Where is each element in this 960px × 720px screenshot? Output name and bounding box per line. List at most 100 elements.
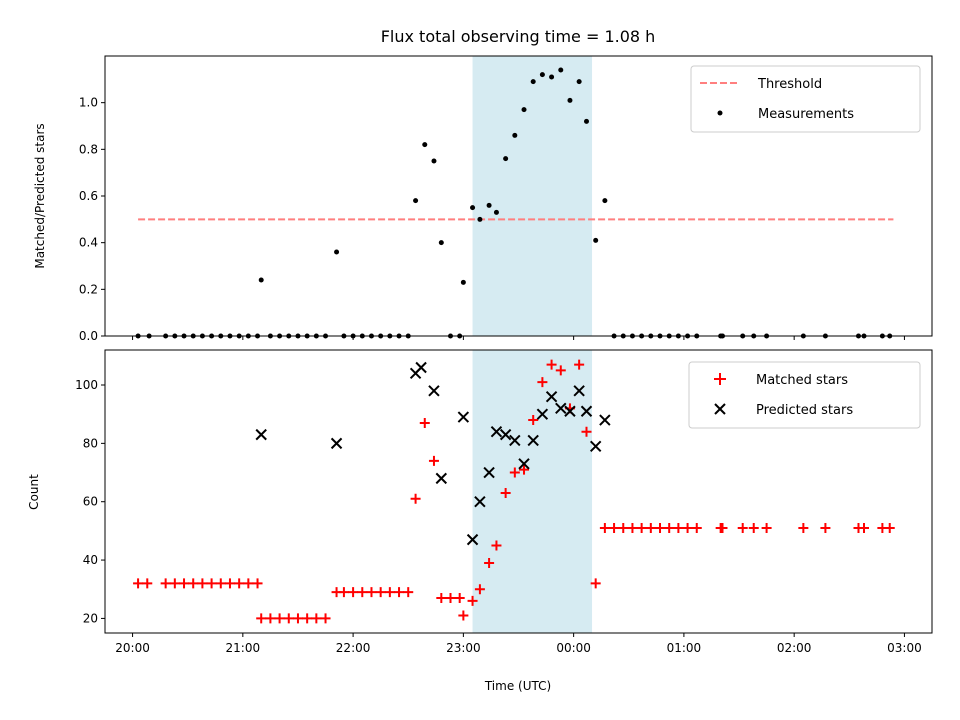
measurement-point bbox=[530, 79, 536, 85]
matched-point bbox=[574, 359, 585, 370]
predicted-point bbox=[428, 385, 440, 397]
matched-point bbox=[160, 578, 171, 589]
matched-point bbox=[537, 377, 548, 388]
predicted-point bbox=[573, 385, 585, 397]
predicted-point bbox=[490, 425, 503, 438]
matched-point bbox=[410, 493, 421, 504]
x-tick-label: 20:00 bbox=[115, 641, 150, 655]
matched-point bbox=[691, 522, 702, 533]
matched-point bbox=[609, 522, 620, 533]
matched-point bbox=[555, 365, 566, 376]
matched-point bbox=[215, 578, 226, 589]
matched-point bbox=[682, 522, 693, 533]
y-tick-label: 0.6 bbox=[79, 189, 98, 203]
x-ticks-count: 20:00 21:00 22:00 23:00 00:00 01:00 02:00 03:00 bbox=[115, 633, 922, 655]
matched-point bbox=[884, 522, 895, 533]
matched-point bbox=[664, 522, 675, 533]
x-tick-label: 01:00 bbox=[667, 641, 702, 655]
predicted-points bbox=[255, 361, 611, 546]
y-axis-label-count: Count bbox=[27, 474, 41, 510]
predicted-point bbox=[580, 405, 593, 417]
y-axis-label-ratio: Matched/Predicted stars bbox=[33, 123, 47, 268]
measurement-point bbox=[539, 72, 545, 78]
predicted-point bbox=[466, 533, 479, 546]
predicted-point bbox=[330, 437, 343, 450]
measurement-point bbox=[558, 67, 564, 73]
matched-point bbox=[283, 613, 294, 624]
y-tick-label: 0.0 bbox=[79, 329, 98, 343]
predicted-point bbox=[509, 434, 521, 447]
matched-point bbox=[761, 522, 772, 533]
axes-frame-ratio bbox=[104, 55, 933, 337]
legend-measurements-label: Measurements bbox=[758, 107, 854, 122]
legend-matched-label: Matched stars bbox=[756, 373, 848, 388]
measurement-point bbox=[593, 237, 599, 243]
y-tick-label: 40 bbox=[83, 553, 98, 567]
legend-count: Matched stars Predicted stars bbox=[688, 361, 921, 429]
matched-point bbox=[357, 587, 368, 598]
measurement-point bbox=[549, 74, 555, 80]
measurement-point bbox=[470, 205, 476, 211]
matched-point bbox=[528, 415, 539, 426]
matched-point bbox=[169, 578, 180, 589]
legend-ratio: Threshold Measurements bbox=[690, 65, 921, 133]
matched-point bbox=[274, 613, 285, 624]
matched-point bbox=[252, 578, 263, 589]
matched-point bbox=[302, 613, 313, 624]
predicted-point bbox=[589, 440, 602, 452]
y-tick-label: 0.2 bbox=[79, 282, 98, 296]
matched-point bbox=[188, 578, 199, 589]
matched-point bbox=[655, 522, 666, 533]
measurement-point bbox=[503, 156, 509, 162]
span-ratio bbox=[472, 56, 593, 336]
matched-point bbox=[546, 359, 557, 370]
matched-point bbox=[243, 578, 254, 589]
matched-point bbox=[599, 522, 610, 533]
matched-point bbox=[798, 522, 809, 533]
chart-title: Flux total observing time = 1.08 h bbox=[381, 27, 656, 46]
panel-count: 20:00 21:00 22:00 23:00 00:00 01:00 02:00 03:00… bbox=[27, 349, 933, 693]
matched-point bbox=[133, 578, 144, 589]
matched-point bbox=[394, 587, 405, 598]
predicted-point bbox=[599, 414, 611, 426]
matched-point bbox=[428, 455, 439, 466]
matched-point bbox=[197, 578, 208, 589]
predicted-point bbox=[457, 411, 470, 423]
matched-point bbox=[474, 584, 485, 595]
span-count bbox=[472, 350, 593, 633]
predicted-point bbox=[415, 361, 427, 374]
matched-point bbox=[467, 595, 478, 606]
matched-point bbox=[419, 417, 430, 428]
legend-box-ratio bbox=[690, 65, 921, 133]
matched-point bbox=[484, 557, 495, 568]
x-tick-label: 23:00 bbox=[446, 641, 481, 655]
y-tick-label: 80 bbox=[83, 436, 98, 450]
matched-point bbox=[645, 522, 656, 533]
matched-point bbox=[348, 587, 359, 598]
measurement-point bbox=[602, 198, 608, 204]
measurement-point bbox=[493, 209, 499, 215]
matched-point bbox=[673, 522, 684, 533]
legend-predicted-label: Predicted stars bbox=[756, 403, 853, 418]
matched-point bbox=[737, 522, 748, 533]
x-tick-label: 22:00 bbox=[336, 641, 371, 655]
matched-point bbox=[458, 610, 469, 621]
predicted-point bbox=[545, 390, 558, 403]
matched-point bbox=[179, 578, 190, 589]
matched-point bbox=[320, 613, 331, 624]
matched-point bbox=[500, 487, 511, 498]
predicted-point bbox=[527, 434, 539, 447]
matched-point bbox=[491, 540, 502, 551]
predicted-point bbox=[499, 428, 512, 441]
legend-predicted-swatch bbox=[714, 403, 726, 415]
y-tick-label: 0.4 bbox=[79, 236, 98, 250]
measurement-point bbox=[258, 277, 264, 283]
matched-point bbox=[748, 522, 759, 533]
axes-frame-count bbox=[104, 349, 933, 634]
matched-point bbox=[519, 464, 530, 475]
measurement-point bbox=[512, 132, 518, 138]
predicted-point bbox=[255, 428, 267, 441]
matched-point bbox=[256, 613, 267, 624]
measurement-point bbox=[567, 97, 573, 103]
